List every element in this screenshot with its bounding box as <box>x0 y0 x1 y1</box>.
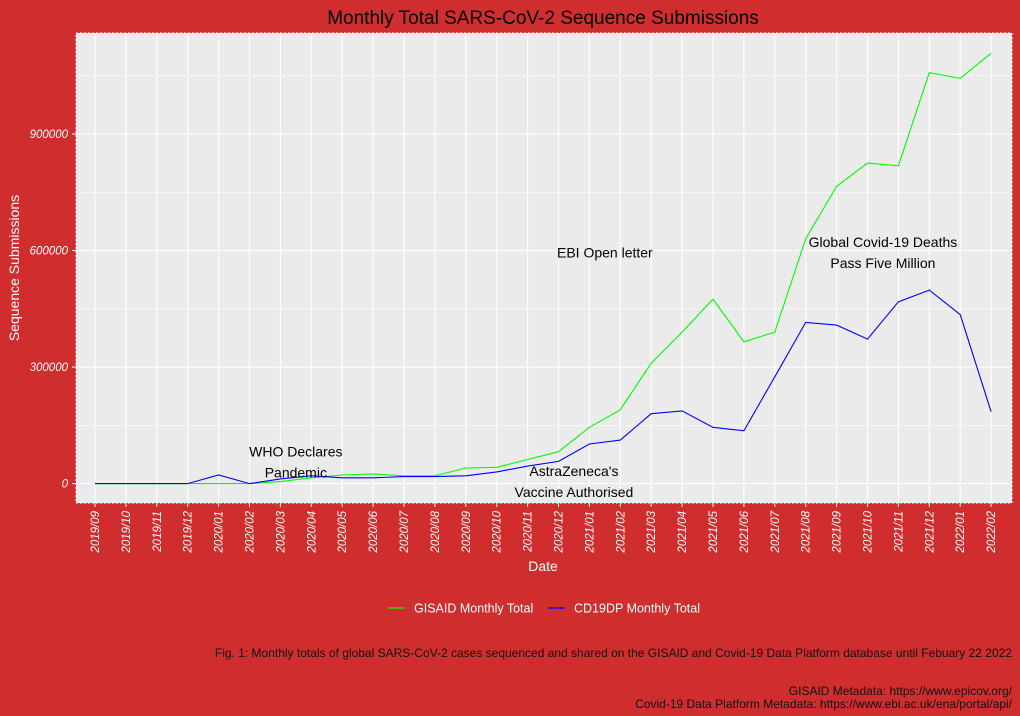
y-axis-label: Sequence Submissions <box>6 195 22 341</box>
plot-panel <box>76 33 1012 503</box>
legend: GISAID Monthly Total CD19DP Monthly Total <box>388 602 700 616</box>
x-tick-label: 2021/11 <box>893 511 905 553</box>
annotation-text: EBI Open letter <box>557 244 653 260</box>
cdp-source: Covid-19 Data Platform Metadata: https:/… <box>635 697 1012 711</box>
x-tick-label: 2021/05 <box>708 510 720 553</box>
y-tick-label: 300000 <box>30 362 69 374</box>
x-tick-label: 2020/11 <box>523 511 535 553</box>
x-tick-label: 2019/11 <box>152 511 164 553</box>
x-tick-label: 2021/09 <box>832 510 844 553</box>
x-tick-label: 2019/10 <box>121 510 133 553</box>
chart-title: Monthly Total SARS-CoV-2 Sequence Submis… <box>327 8 759 29</box>
x-tick-label: 2022/02 <box>986 510 998 553</box>
y-tick-label: 0 <box>62 479 69 491</box>
x-tick-label: 2021/06 <box>739 510 751 553</box>
x-axis-ticks: 2019/09 2019/10 2019/11 2019/12 2020/01 2020/… <box>90 503 998 554</box>
annotation-text: Vaccine Authorised <box>515 484 634 500</box>
x-tick-label: 2021/01 <box>584 511 596 554</box>
annotations: WHO Declares Pandemic AstraZeneca's Vaccine… <box>249 234 957 500</box>
series-lines <box>95 52 992 485</box>
annotation-text: Pass Five Million <box>830 255 935 271</box>
x-tick-label: 2020/04 <box>306 511 318 554</box>
x-tick-label: 2022/01 <box>955 511 967 554</box>
x-tick-label: 2021/10 <box>863 510 875 553</box>
x-tick-label: 2021/04 <box>677 511 689 554</box>
annotation-text: AstraZeneca's <box>529 463 618 479</box>
x-tick-label: 2020/03 <box>275 510 287 553</box>
x-tick-label: 2020/05 <box>337 510 349 553</box>
x-tick-label: 2021/08 <box>801 510 813 553</box>
x-tick-label: 2020/12 <box>554 510 566 553</box>
annotation-text: Global Covid-19 Deaths <box>809 234 958 250</box>
gisaid-source: GISAID Metadata: https://www.epicov.org/ <box>788 684 1012 698</box>
legend-label: CD19DP Monthly Total <box>574 602 700 616</box>
x-tick-label: 2020/08 <box>430 510 442 553</box>
series-line-cd19dp-monthly-total <box>95 289 992 485</box>
y-axis-ticks: 0 300000 600000 900000 <box>30 129 76 491</box>
x-tick-label: 2021/02 <box>615 510 627 553</box>
x-tick-label: 2019/09 <box>90 510 102 553</box>
panel-border <box>75 32 1013 504</box>
x-tick-label: 2019/12 <box>183 510 195 553</box>
x-tick-label: 2020/10 <box>492 510 504 553</box>
x-tick-label: 2021/12 <box>924 510 936 553</box>
annotation-text: Pandemic <box>265 465 327 481</box>
y-tick-label: 600000 <box>30 246 69 258</box>
x-tick-label: 2020/01 <box>214 511 226 554</box>
annotation-text: WHO Declares <box>249 444 342 460</box>
series-line-gisaid-monthly-total <box>95 52 992 485</box>
y-tick-label: 900000 <box>30 129 69 141</box>
legend-label: GISAID Monthly Total <box>414 602 533 616</box>
x-tick-label: 2020/02 <box>245 510 257 553</box>
x-tick-label: 2020/09 <box>461 510 473 553</box>
x-tick-label: 2020/07 <box>399 510 411 553</box>
grid-lines <box>75 32 1013 504</box>
x-tick-label: 2021/03 <box>646 510 658 553</box>
x-tick-label: 2020/06 <box>368 510 380 553</box>
figure-caption: Fig. 1: Monthly totals of global SARS-Co… <box>214 646 1012 660</box>
x-axis-label: Date <box>528 558 558 574</box>
x-tick-label: 2021/07 <box>770 510 782 553</box>
